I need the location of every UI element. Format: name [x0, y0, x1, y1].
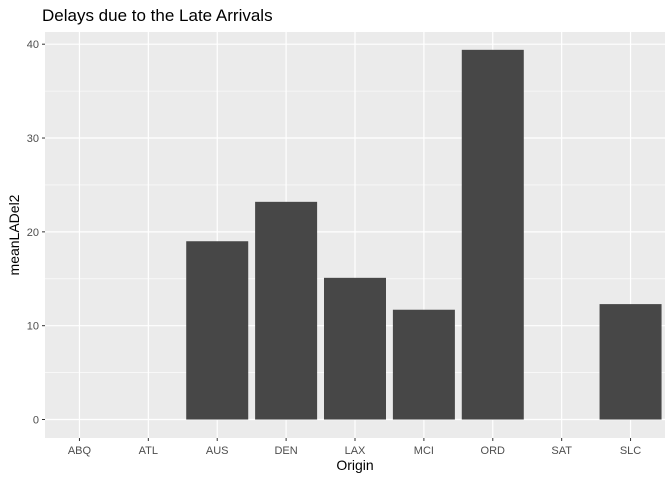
y-axis-ticks: 0 10 20 30 40	[27, 39, 45, 427]
y-axis-title: meanLADel2	[6, 194, 22, 275]
bar-ord	[461, 49, 524, 420]
bars	[186, 49, 662, 420]
x-tick-label: ORD	[481, 445, 506, 457]
x-axis-title: Origin	[336, 457, 373, 473]
y-tick-label: 0	[33, 415, 39, 427]
bar-aus	[186, 241, 249, 420]
x-tick-label: SAT	[551, 445, 572, 457]
y-tick-label: 10	[27, 321, 39, 333]
y-tick-label: 30	[27, 133, 39, 145]
bar-slc	[599, 304, 662, 420]
y-tick-label: 40	[27, 39, 39, 51]
y-tick-label: 20	[27, 227, 39, 239]
x-tick-label: MCI	[414, 445, 434, 457]
chart-title: Delays due to the Late Arrivals	[42, 6, 273, 25]
x-tick-label: LAX	[345, 445, 366, 457]
x-tick-label: AUS	[206, 445, 229, 457]
bar-den	[255, 201, 318, 420]
bar-lax	[324, 277, 386, 420]
x-tick-label: ABQ	[68, 445, 92, 457]
x-tick-label: ATL	[139, 445, 158, 457]
x-axis-ticks: ABQ ATL AUS DEN LAX MCI ORD SAT SLC	[68, 438, 641, 457]
x-tick-label: DEN	[274, 445, 297, 457]
x-tick-label: SLC	[620, 445, 641, 457]
bar-mci	[392, 309, 455, 420]
